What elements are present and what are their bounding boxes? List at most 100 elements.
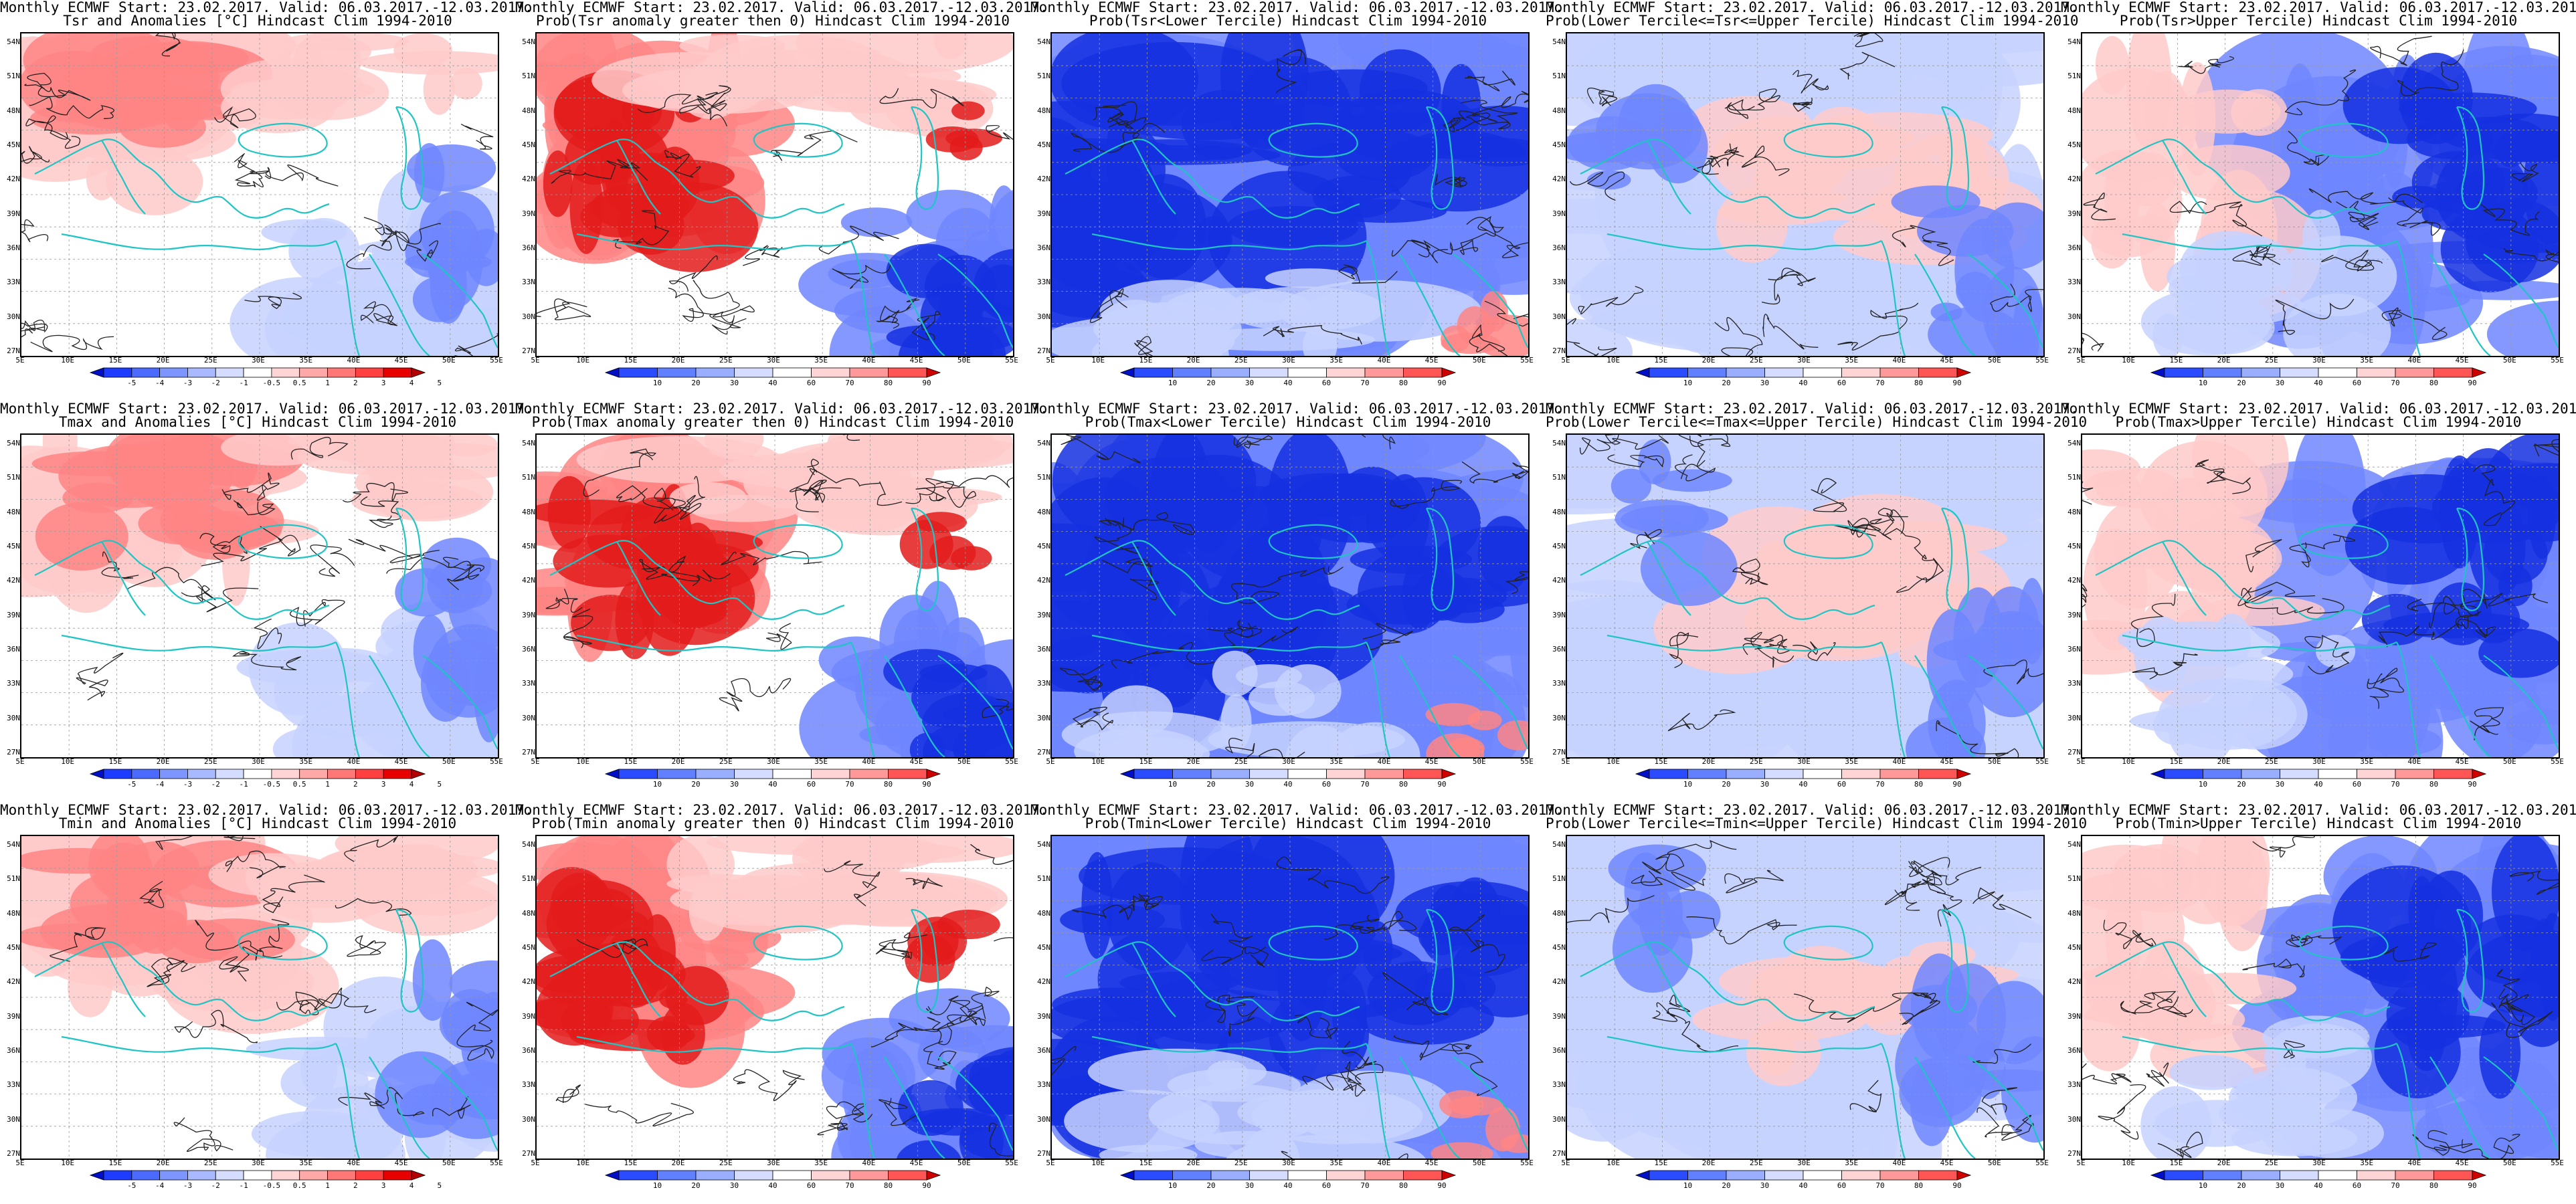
longitude-label: 30E bbox=[767, 356, 780, 365]
colorbar-tick-label: 40 bbox=[768, 379, 777, 387]
colorbar-max-arrow bbox=[926, 1170, 941, 1181]
colorbar-tick-label: 4 bbox=[409, 379, 414, 387]
latitude-label: 27N bbox=[1037, 748, 1050, 757]
coastline bbox=[34, 106, 498, 356]
colorbar-swatch bbox=[1687, 769, 1727, 779]
map-area bbox=[20, 835, 499, 1160]
panel-title-line1: Monthly ECMWF Start: 23.02.2017. Valid: … bbox=[0, 802, 533, 818]
latitude-label: 54N bbox=[1037, 439, 1050, 447]
latitude-label: 33N bbox=[1037, 278, 1050, 287]
temperature-contour bbox=[76, 652, 124, 701]
shaded-cell bbox=[1891, 185, 1981, 218]
colorbar-tick-label: -5 bbox=[127, 379, 136, 387]
map-panel: Monthly ECMWF Start: 23.02.2017. Valid: … bbox=[0, 802, 533, 1204]
colorbar-swatch bbox=[1287, 769, 1327, 779]
colorbar-swatch bbox=[888, 367, 927, 378]
shaded-cell bbox=[2104, 155, 2140, 237]
shaded-cell bbox=[1359, 49, 1441, 132]
coastline bbox=[1065, 106, 1528, 356]
longitude-label: 30E bbox=[252, 1159, 265, 1167]
colorbar-tick-label: 90 bbox=[2468, 1181, 2477, 1190]
map-area bbox=[1566, 32, 2045, 357]
shaded-cell bbox=[2411, 150, 2506, 214]
colorbar-tick-label: 90 bbox=[1437, 780, 1447, 789]
coastline-path bbox=[1914, 254, 1976, 356]
shaded-cell bbox=[2399, 92, 2537, 125]
latitude-label: 36N bbox=[2067, 1046, 2081, 1055]
map-area bbox=[20, 433, 499, 759]
shaded-cell bbox=[1953, 587, 2004, 688]
colorbar-swatch bbox=[131, 769, 161, 779]
coastline bbox=[34, 507, 498, 757]
panel-title-line2: Prob(Tmax anomaly greater then 0) Hindca… bbox=[531, 414, 1014, 430]
panel-title-line1: Monthly ECMWF Start: 23.02.2017. Valid: … bbox=[2061, 0, 2576, 15]
latitude-label: 30N bbox=[522, 1114, 535, 1124]
colorbar-swatch bbox=[327, 367, 356, 378]
colorbar-tick-label: 20 bbox=[691, 379, 701, 387]
coastline-path bbox=[2483, 1056, 2559, 1151]
coastline-path bbox=[369, 655, 430, 757]
shaded-field bbox=[2082, 435, 2559, 757]
latitude-label: 48N bbox=[1552, 908, 1566, 918]
coastline-path bbox=[1881, 240, 1906, 356]
panel-title-line2: Prob(Tmax<Lower Tercile) Hindcast Clim 1… bbox=[1085, 414, 1491, 430]
colorbar-tick-label: 5 bbox=[437, 1181, 442, 1190]
temperature-contour bbox=[1792, 70, 1829, 94]
colorbar-tick-label: 5 bbox=[437, 379, 442, 387]
latitude-label: 39N bbox=[7, 209, 20, 218]
temperature-contour bbox=[1837, 302, 1919, 350]
temperature-contour bbox=[885, 999, 978, 1040]
temperature-contour bbox=[1936, 720, 2019, 757]
colorbar-tick-label: 70 bbox=[1875, 780, 1885, 789]
longitude-label: 40E bbox=[1892, 757, 1906, 766]
shaded-cell bbox=[2169, 1055, 2253, 1090]
temperature-contour bbox=[1724, 88, 1780, 119]
temperature-contour bbox=[1742, 631, 1790, 656]
temperature-contour bbox=[2157, 1131, 2203, 1159]
temperature-contour bbox=[743, 245, 783, 266]
latitude-label: 54N bbox=[7, 840, 20, 849]
shaded-cell bbox=[1447, 737, 1485, 757]
temperature-contour bbox=[290, 437, 349, 460]
temperature-contour bbox=[537, 298, 591, 320]
temperature-contour bbox=[347, 935, 386, 957]
latitude-label: 51N bbox=[7, 72, 20, 81]
coastline-path bbox=[2429, 254, 2491, 356]
temperature-contour bbox=[1236, 435, 1273, 449]
temperature-contour bbox=[879, 88, 964, 108]
latitude-label: 45N bbox=[7, 542, 20, 550]
map-field bbox=[1567, 435, 2043, 757]
latitude-label: 54N bbox=[7, 439, 20, 447]
temperature-contour bbox=[1469, 324, 1507, 356]
colorbar-tick-label: 40 bbox=[2314, 1181, 2323, 1190]
longitude-label: 40E bbox=[862, 356, 876, 365]
temperature-contour bbox=[2370, 35, 2432, 66]
latitude-label: 39N bbox=[1552, 1011, 1566, 1021]
latitude-label: 27N bbox=[1037, 1149, 1050, 1158]
colorbar-tick-label: 30 bbox=[1245, 1181, 1255, 1190]
colorbar bbox=[1635, 367, 1972, 378]
colorbar-tick-label: 60 bbox=[1321, 379, 1331, 387]
coastline bbox=[549, 507, 1013, 757]
panel-title-line2: Tmax and Anomalies [°C] Hindcast Clim 19… bbox=[58, 414, 457, 430]
shaded-cell bbox=[951, 546, 992, 571]
temperature-contour bbox=[1587, 87, 1617, 106]
colorbar-tick-label: -1 bbox=[239, 1181, 248, 1190]
latitude-label: 42N bbox=[1552, 175, 1566, 184]
shaded-cell bbox=[267, 872, 377, 908]
temperature-contour bbox=[2378, 617, 2469, 647]
colorbar-tick-label: 60 bbox=[2352, 379, 2362, 387]
panel-title-line1: Monthly ECMWF Start: 23.02.2017. Valid: … bbox=[0, 0, 533, 15]
temperature-contour bbox=[443, 557, 484, 582]
longitude-label: 25E bbox=[1749, 1159, 1763, 1167]
temperature-contour bbox=[1129, 895, 1163, 910]
colorbar-tick-label: 0.5 bbox=[292, 1181, 306, 1190]
map-area bbox=[535, 835, 1014, 1160]
colorbar-swatch bbox=[1649, 769, 1688, 779]
colorbar-tick-label: 4 bbox=[409, 1181, 414, 1190]
shaded-cell bbox=[441, 574, 492, 609]
latitude-label: 27N bbox=[1552, 1149, 1566, 1158]
coastline-path bbox=[753, 925, 843, 961]
longitude-label: 30E bbox=[1797, 1159, 1811, 1167]
shaded-cell bbox=[2361, 593, 2432, 645]
